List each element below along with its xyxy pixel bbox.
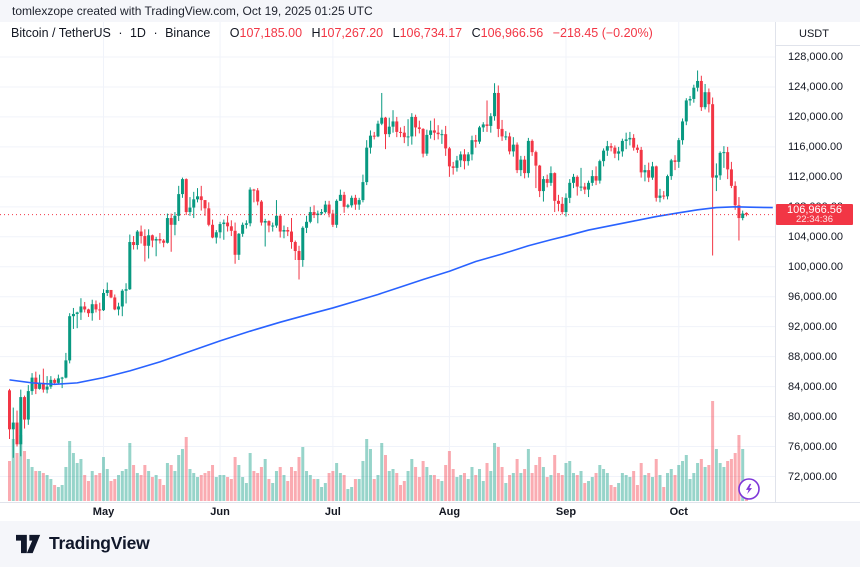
footer-bar: TradingView	[0, 520, 860, 567]
price-tick-label: 112,000.00	[788, 170, 843, 183]
month-label: May	[92, 506, 115, 518]
watermark-bar: tomlexzope created with TradingView.com,…	[0, 0, 860, 23]
open-label: O	[229, 26, 240, 40]
price-tick-label: 92,000.00	[788, 320, 837, 333]
tradingview-logo-icon	[16, 534, 41, 553]
price-tick-label: 84,000.00	[788, 380, 837, 393]
chart-legend: Bitcoin / TetherUS · 1D · Binance O107,1…	[11, 26, 653, 41]
month-label: Oct	[669, 506, 688, 518]
low-label: L	[392, 26, 400, 40]
close-value: 106,966.56	[480, 26, 544, 40]
last-price-label: 106,966.56 22:34:36	[776, 203, 853, 226]
high-value: 107,267.20	[320, 26, 384, 40]
legend-separator: ·	[153, 26, 158, 40]
time-scale[interactable]: May Jun Jul Aug Sep Oct	[0, 502, 860, 521]
interval-label: 1D	[129, 26, 146, 40]
price-tick-label: 100,000.00	[788, 260, 844, 273]
month-label: Sep	[555, 506, 577, 518]
tradingview-wordmark: TradingView	[49, 533, 150, 553]
close-label: C	[471, 26, 481, 40]
price-scale[interactable]: USDT 128,000.00 124,000.00 120,000.00 116,0…	[775, 22, 860, 520]
quote-currency-cell: USDT	[776, 22, 860, 46]
month-label: Aug	[438, 506, 461, 518]
month-label: Jul	[324, 506, 341, 518]
symbol-title[interactable]: Bitcoin / TetherUS	[11, 26, 111, 40]
last-price-value: 106,966.56	[786, 203, 843, 216]
low-value: 106,734.17	[399, 26, 463, 40]
watermark-text: tomlexzope created with TradingView.com,…	[12, 4, 373, 18]
price-tick-label: 80,000.00	[788, 410, 837, 423]
chart-background	[0, 22, 860, 520]
legend-separator: ·	[118, 26, 123, 40]
price-tick-label: 116,000.00	[788, 140, 843, 153]
price-tick-label: 72,000.00	[788, 470, 837, 483]
ohlc-values: O107,185.00 H107,267.20 L106,734.17 C106…	[224, 26, 653, 40]
price-tick-label: 96,000.00	[788, 290, 837, 303]
price-tick-label: 124,000.00	[788, 80, 844, 93]
open-value: 107,185.00	[239, 26, 303, 40]
price-tick-label: 128,000.00	[788, 51, 844, 63]
month-label: Jun	[210, 506, 230, 518]
tradingview-logo[interactable]: TradingView	[16, 533, 150, 554]
flash-icon	[738, 478, 760, 500]
bar-countdown: 22:34:36	[796, 213, 833, 225]
high-label: H	[311, 26, 321, 40]
flash-button[interactable]	[737, 477, 761, 501]
change-value: −218.45 (−0.20%)	[552, 26, 653, 40]
price-tick-label: 88,000.00	[788, 350, 837, 363]
exchange-label: Binance	[165, 26, 211, 40]
price-tick-label: 104,000.00	[788, 230, 844, 243]
price-tick-label: 76,000.00	[788, 440, 837, 453]
quote-currency-label: USDT	[799, 27, 829, 40]
price-tick-label: 120,000.00	[788, 110, 844, 123]
